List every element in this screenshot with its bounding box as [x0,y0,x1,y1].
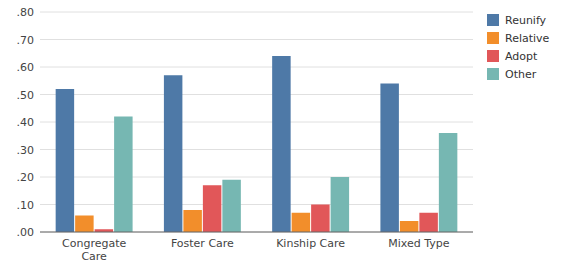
legend-label: Reunify [505,14,547,27]
y-tick-label: .80 [17,6,35,19]
x-tick-label: CongregateCare [62,237,126,263]
x-tick-label: Foster Care [171,237,234,250]
legend-label: Relative [505,32,550,45]
y-tick-label: .70 [17,34,35,47]
bar [439,133,457,232]
bar [183,210,201,232]
bar [400,221,418,232]
grid-line [40,39,473,40]
bar [380,84,398,233]
grid-line [40,177,473,178]
x-tick-label: Mixed Type [388,237,449,250]
grid-line [40,204,473,205]
legend-swatch [487,14,499,26]
grid-line [40,232,473,233]
bar [114,117,132,233]
y-tick-label: .30 [17,144,35,157]
grid [40,12,473,232]
bars [56,56,458,232]
bar [311,205,329,233]
grid-line [40,67,473,68]
chart: .00 .10 .20 .30 .40 .50 .60 .70 .80 CongregateCar… [0,0,575,272]
bar [222,180,240,232]
x-tick-label: Kinship Care [276,237,345,250]
grid-line [40,149,473,150]
grid-line [40,12,473,13]
bar [56,89,74,232]
grid-line [40,94,473,95]
legend-label: Other [505,68,537,81]
y-tick-label: .10 [17,199,35,212]
legend: Reunify Relative Adopt Other [487,14,550,81]
legend-swatch [487,68,499,80]
bar [75,216,93,233]
y-axis: .00 .10 .20 .30 .40 .50 .60 .70 .80 [17,6,35,239]
y-tick-label: .50 [17,89,35,102]
bar [164,75,182,232]
grid-line [40,122,473,123]
bar [272,56,290,232]
bar [419,213,437,232]
bar [331,177,349,232]
legend-label: Adopt [505,50,538,63]
x-axis-line [40,232,473,233]
y-tick-label: .40 [17,116,35,129]
y-tick-label: .60 [17,61,35,74]
y-tick-label: .20 [17,171,35,184]
y-tick-label: .00 [17,226,35,239]
x-axis: CongregateCare Foster Care Kinship Care Mix… [40,232,473,263]
bar [203,185,221,232]
bar [292,213,310,232]
legend-swatch [487,50,499,62]
legend-swatch [487,32,499,44]
